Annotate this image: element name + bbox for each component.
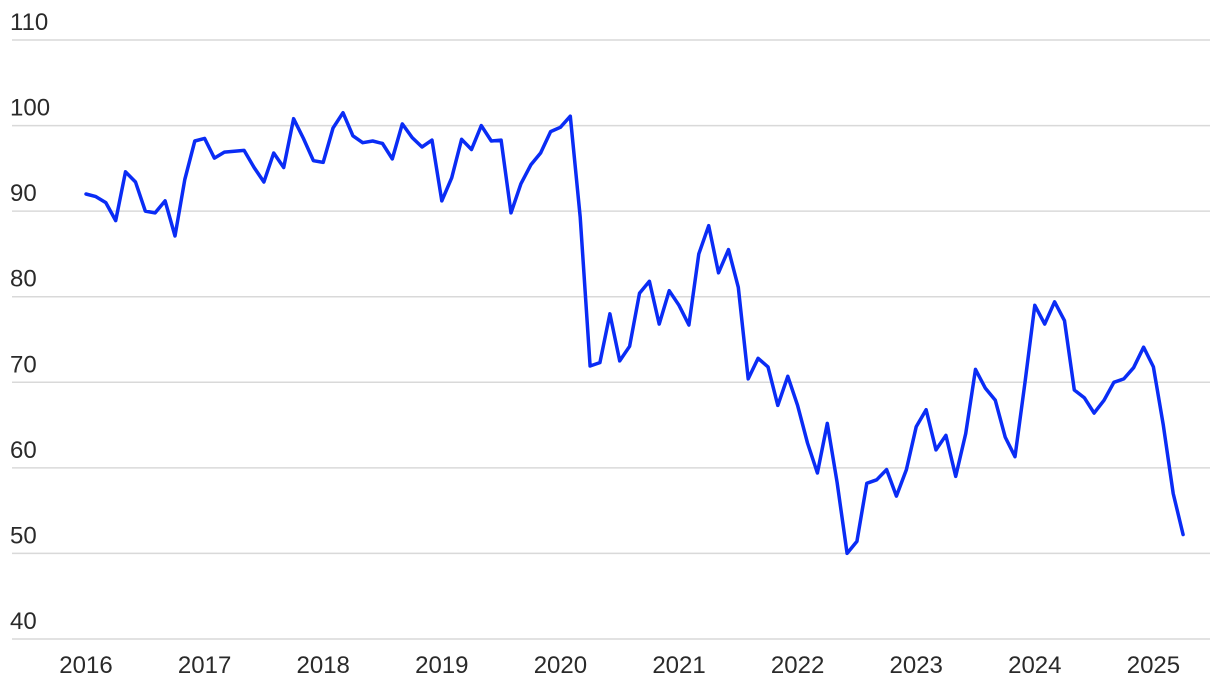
grid-lines	[12, 39, 1210, 640]
x-tick-label: 2024	[1008, 652, 1061, 679]
x-tick-label: 2016	[59, 652, 112, 679]
x-tick-label: 2019	[415, 652, 468, 679]
series-line-0	[84, 110, 1185, 556]
y-axis-tick-labels: 40 50 60 70 80 90 100 110	[10, 9, 50, 635]
x-tick-label: 2017	[178, 652, 231, 679]
x-axis-tick-labels: 2016 2017 2018 2019 2020 2021 2022 2023 2024 2025	[59, 652, 1180, 679]
x-tick-label: 2018	[297, 652, 350, 679]
x-tick-label: 2021	[652, 652, 705, 679]
y-tick-label: 90	[10, 180, 37, 207]
x-tick-label: 2025	[1127, 652, 1180, 679]
y-tick-label: 80	[10, 266, 37, 293]
x-tick-label: 2020	[534, 652, 587, 679]
x-tick-label: 2022	[771, 652, 824, 679]
y-tick-label: 40	[10, 608, 37, 635]
x-tick-label: 2023	[890, 652, 943, 679]
y-tick-label: 100	[10, 95, 50, 122]
series-group	[84, 110, 1185, 556]
y-tick-label: 60	[10, 437, 37, 464]
y-tick-label: 110	[10, 9, 48, 36]
y-tick-label: 70	[10, 351, 37, 378]
y-tick-label: 50	[10, 522, 37, 549]
